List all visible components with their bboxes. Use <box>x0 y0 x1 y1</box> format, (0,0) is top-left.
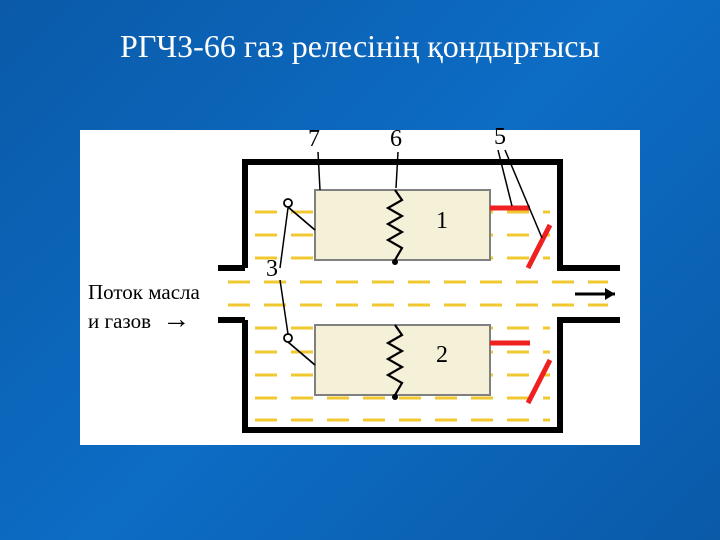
label-5: 5 <box>494 124 506 151</box>
label-1: 1 <box>436 208 448 235</box>
diagram: 7 6 5 3 1 2 Поток масла и газов → <box>80 130 640 445</box>
spring-upper-dot <box>392 259 398 265</box>
contact-lower <box>284 334 315 365</box>
spring-lower-dot <box>392 394 398 400</box>
label-2: 2 <box>436 342 448 369</box>
flow-arrow-icon: → <box>162 304 190 335</box>
label-3: 3 <box>266 256 278 283</box>
contact-upper <box>284 199 315 230</box>
flow-label-line2: и газов <box>88 309 151 333</box>
page-title: РГЧЗ-66 газ релесінің қондырғысы <box>0 0 720 65</box>
label-6: 6 <box>390 126 402 153</box>
flow-label: Поток масла и газов → <box>88 280 200 336</box>
outlet-arrow-head <box>605 288 615 300</box>
flow-label-line1: Поток масла <box>88 280 200 304</box>
label-7: 7 <box>308 126 320 153</box>
